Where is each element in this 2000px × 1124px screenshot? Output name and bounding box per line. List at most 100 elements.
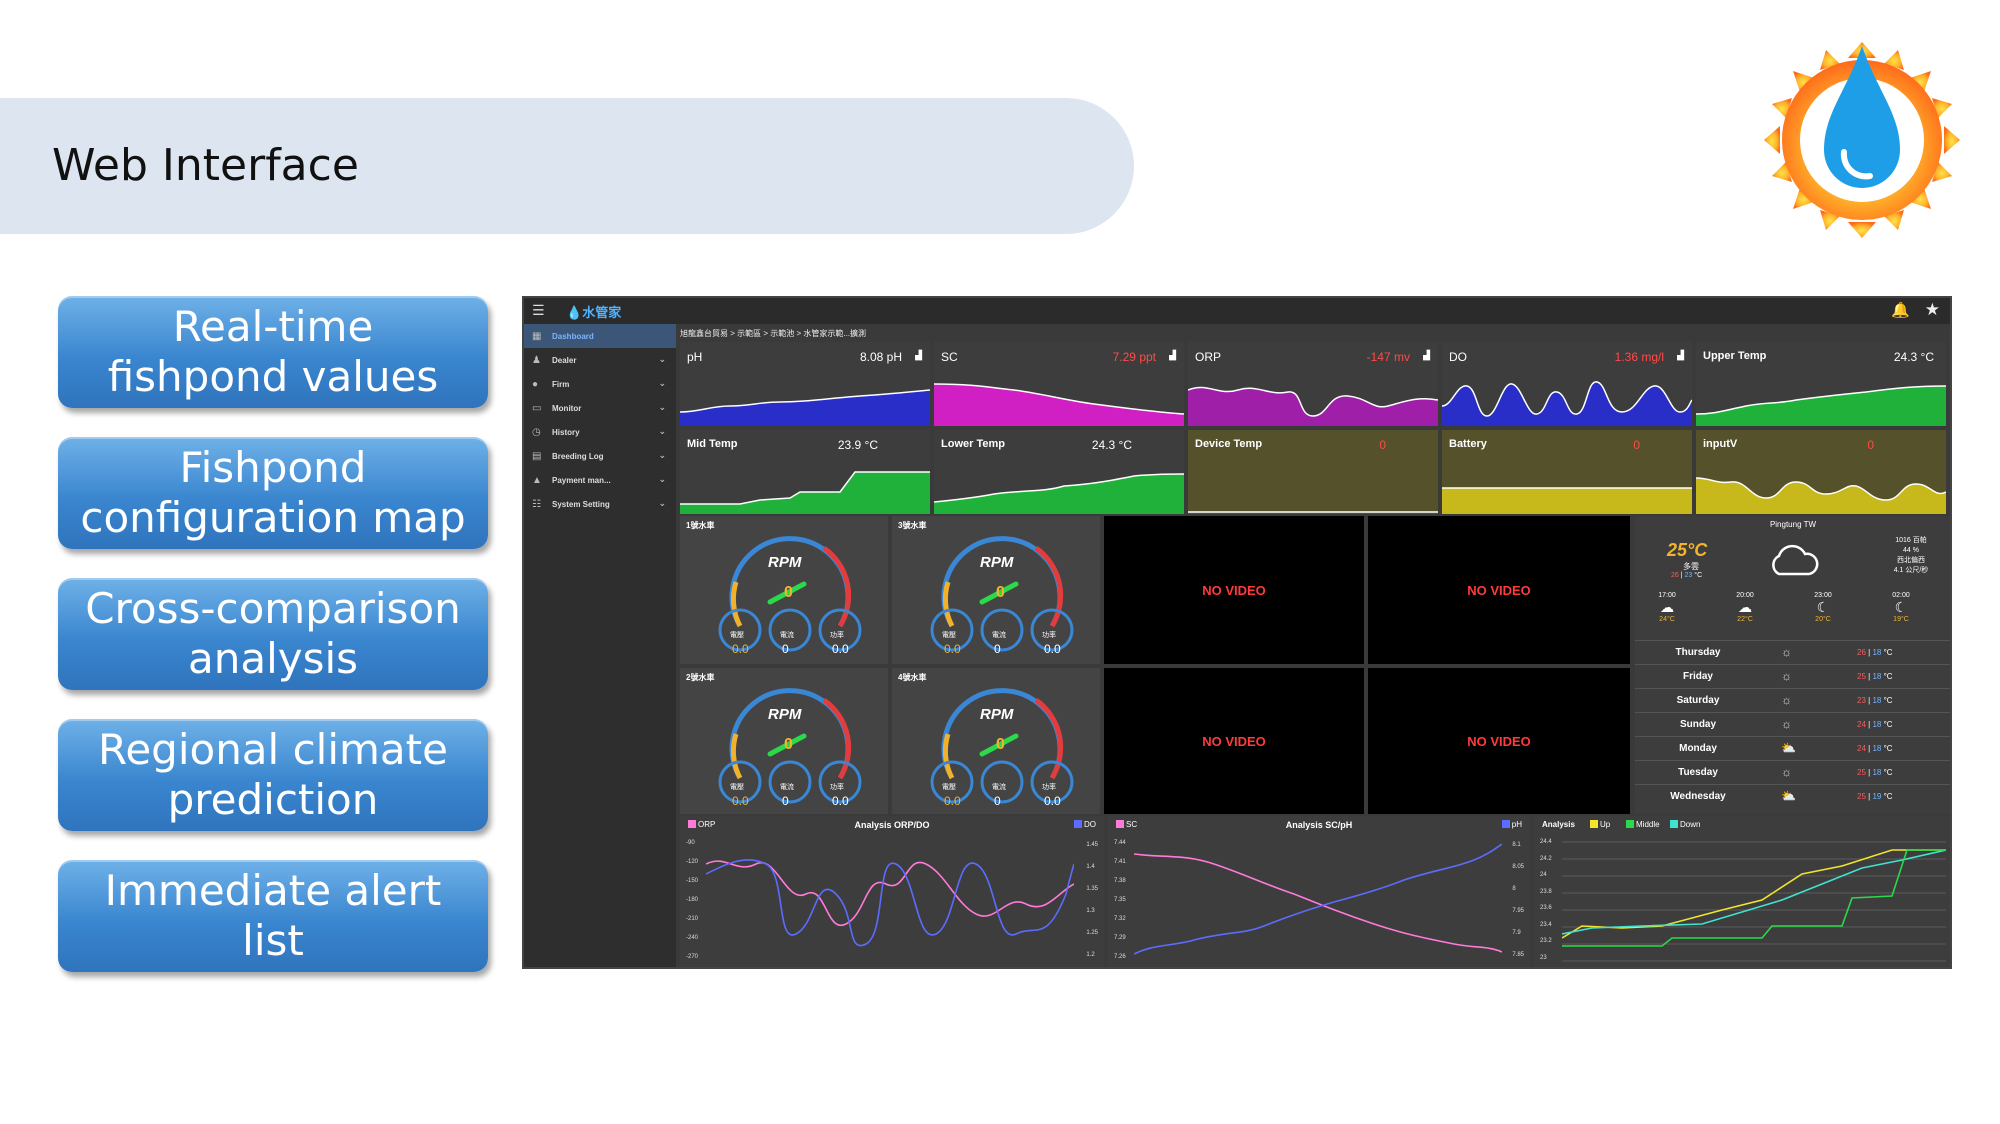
tile-label: Mid Temp [687, 438, 738, 450]
video-feed-3[interactable]: NO VIDEO [1104, 668, 1364, 814]
sidebar-item-history[interactable]: ◷ History ⌄ [524, 420, 676, 444]
rpm-value: 0 [784, 584, 793, 601]
tile-orp[interactable]: ORP -147 mv ▟ [1188, 342, 1438, 426]
legend-up[interactable]: Up [1590, 820, 1610, 829]
tick-label: 23.2 [1540, 938, 1552, 944]
current-dial [980, 760, 1024, 804]
temp-unit: °C [1883, 768, 1893, 777]
sidebar-item-payment[interactable]: ▲ Payment man... ⌄ [524, 468, 676, 492]
tile-label: DO [1449, 350, 1467, 364]
sidebar-item-monitor[interactable]: ▭ Monitor ⌄ [524, 396, 676, 420]
gauge-title: 3號水車 [898, 521, 927, 530]
legend-down[interactable]: Down [1670, 820, 1700, 829]
orp-do-lines [706, 859, 1074, 947]
tick-label: -240 [686, 935, 699, 941]
feature-climate-prediction[interactable]: Regional climate prediction [58, 719, 488, 831]
gauge-title: 4號水車 [898, 673, 927, 682]
sidebar-item-firm[interactable]: ● Firm ⌄ [524, 372, 676, 396]
chevron-down-icon: ⌄ [658, 354, 666, 364]
tile-device-temp[interactable]: Device Temp 0 [1188, 430, 1438, 514]
dial-label: 電壓 [942, 632, 956, 639]
tick-label: 7.95 [1512, 908, 1524, 914]
tile-value: 23.9 °C [837, 438, 878, 452]
tile-ph[interactable]: pH 8.08 pH ▟ [680, 342, 930, 426]
rpm-label: RPM [768, 554, 802, 571]
tick-label: 23.8 [1540, 888, 1552, 895]
chart-icon[interactable]: ▟ [1677, 350, 1684, 360]
rpm-dial [941, 688, 1064, 780]
brand-logo[interactable]: 💧水管家 [566, 302, 621, 321]
sidebar-item-dealer[interactable]: ♟ Dealer ⌄ [524, 348, 676, 372]
forecast-row: Tuesday ☼ 25 | 18 °C [1635, 760, 1950, 784]
tile-sc[interactable]: SC 7.29 ppt ▟ [934, 342, 1184, 426]
tile-battery[interactable]: Battery 0 [1442, 430, 1692, 514]
rpm-label: RPM [768, 706, 802, 723]
inputv-sparkline [1696, 477, 1946, 514]
tick-label: 7.41 [1114, 859, 1126, 865]
forecast-lo: 18 [1872, 696, 1882, 705]
current-dial [768, 760, 812, 804]
breadcrumb: 旭龍鑫台貿易 > 示範區 > 示範池 > 水管家示範...擴測 [680, 329, 867, 338]
forecast-lo: 18 [1872, 768, 1882, 777]
video-feed-1[interactable]: NO VIDEO [1104, 516, 1364, 664]
temp-unit: °C [1883, 792, 1893, 801]
tick-label: 1.4 [1086, 864, 1095, 870]
tile-inputv[interactable]: inputV 0 [1696, 430, 1946, 514]
bell-icon[interactable]: 🔔 [1891, 302, 1910, 319]
tile-lower-temp[interactable]: Lower Temp 24.3 °C [934, 430, 1184, 514]
dial-value: 0 [782, 794, 789, 808]
tick-label: -180 [686, 897, 699, 903]
tick-label: 1.3 [1086, 908, 1095, 914]
hamburger-menu-icon[interactable]: ☰ [532, 302, 545, 318]
legend-middle[interactable]: Middle [1626, 820, 1660, 829]
legend-sc[interactable]: SC [1116, 820, 1137, 829]
cloud-icon [1772, 544, 1819, 576]
feature-realtime-values[interactable]: Real-time fishpond values [58, 296, 488, 408]
legend-do[interactable]: DO [1074, 820, 1096, 829]
legend-orp[interactable]: ORP [688, 820, 715, 829]
dial-label: 電流 [780, 784, 794, 791]
forecast-lo: 18 [1872, 648, 1882, 657]
sun-icon: ☼ [1781, 693, 1792, 707]
forecast-hi: 26 [1857, 648, 1866, 657]
chart-icon[interactable]: ▟ [915, 350, 922, 360]
monitor-icon: ▭ [532, 402, 542, 414]
temp-unit: °C [1883, 648, 1893, 657]
star-icon[interactable]: ★ [1924, 300, 1940, 319]
tile-mid-temp[interactable]: Mid Temp 23.9 °C [680, 430, 930, 514]
power-dial [1030, 760, 1074, 804]
legend-swatch [1501, 820, 1510, 828]
sidebar-item-system-setting[interactable]: ☷ System Setting ⌄ [524, 492, 676, 516]
tick-label: 8.05 [1512, 864, 1524, 870]
video-feed-2[interactable]: NO VIDEO [1368, 516, 1630, 664]
sidebar-item-breeding-log[interactable]: ▤ Breeding Log ⌄ [524, 444, 676, 468]
sc-sparkline [934, 383, 1184, 426]
tile-upper-temp[interactable]: Upper Temp 24.3 °C [1696, 342, 1946, 426]
dial-label: 電流 [992, 632, 1006, 639]
hour-temp: 19°C [1893, 616, 1909, 623]
dial-value: 0.0 [1044, 642, 1061, 656]
feature-configuration-map[interactable]: Fishpond configuration map [58, 437, 488, 549]
dial-value: 0 [994, 642, 1001, 656]
video-feed-4[interactable]: NO VIDEO [1368, 668, 1630, 814]
payment-icon: ▲ [532, 474, 542, 486]
rpm-dial [941, 536, 1064, 628]
feature-cross-comparison[interactable]: Cross-comparison analysis [58, 578, 488, 690]
tile-do[interactable]: DO 1.36 mg/l ▟ [1442, 342, 1692, 426]
sidebar-item-dashboard[interactable]: ▦ Dashboard [524, 324, 676, 348]
chart-title: Analysis SC/pH [1285, 820, 1353, 830]
sc-ph-lines [1134, 843, 1502, 955]
legend-swatch [1590, 820, 1598, 828]
feature-alert-list[interactable]: Immediate alert list [58, 860, 488, 972]
slide-title: Web Interface [52, 140, 359, 191]
chart-icon[interactable]: ▟ [1423, 350, 1430, 360]
lower-temp-sparkline [934, 473, 1184, 514]
gauge-panel-4: 4號水車 RPM 0 電壓 0.0 電流 0 功率 0.0 [892, 668, 1100, 814]
voltage-dial [718, 760, 762, 804]
chart-icon[interactable]: ▟ [1169, 350, 1176, 360]
hour-time: 23:00 [1814, 592, 1832, 599]
tile-label: Lower Temp [941, 438, 1005, 450]
power-dial [818, 608, 862, 652]
rpm-value: 0 [784, 736, 793, 753]
legend-ph[interactable]: pH [1501, 820, 1522, 829]
